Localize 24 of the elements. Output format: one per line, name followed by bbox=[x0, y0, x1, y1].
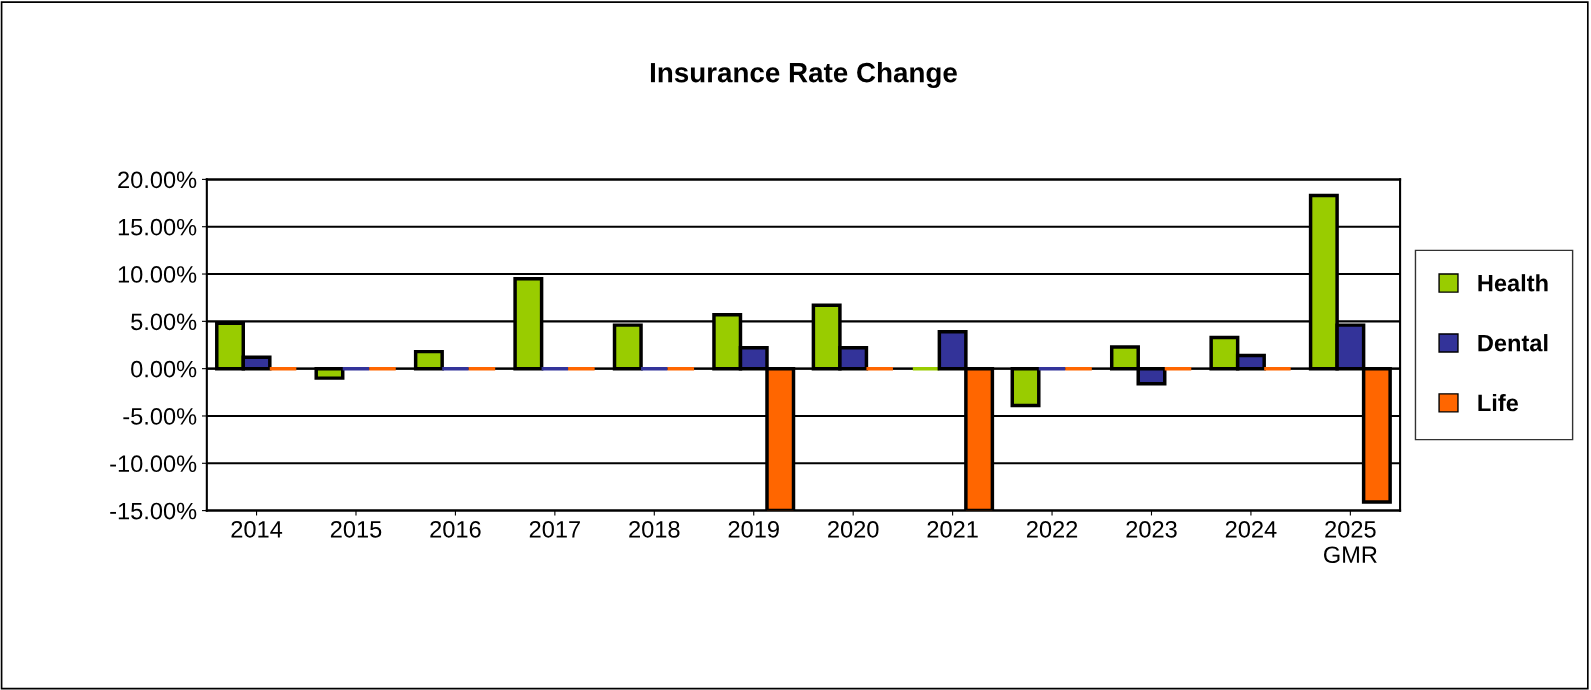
y-tick-label: -10.00% bbox=[110, 455, 197, 473]
x-tick-label: 2018 bbox=[629, 520, 680, 538]
x-tick-label: 2019 bbox=[728, 520, 779, 538]
legend-label: Health bbox=[1478, 274, 1548, 292]
x-tick-label: 2022 bbox=[1026, 520, 1078, 538]
x-tick-label: 2024 bbox=[1225, 520, 1277, 538]
y-tick-label: 15.00% bbox=[118, 218, 197, 236]
x-tick-label: 2020 bbox=[828, 520, 879, 538]
x-tick-label: 2014 bbox=[231, 520, 283, 538]
y-tick-label: -5.00% bbox=[123, 408, 197, 425]
legend-label: Life bbox=[1478, 393, 1519, 412]
x-tick-label: 2016 bbox=[430, 520, 481, 538]
x-tick-label: 2015 bbox=[330, 520, 382, 538]
y-tick-label: 10.00% bbox=[118, 266, 197, 283]
chart-title: Insurance Rate Change bbox=[650, 62, 957, 89]
x-tick-label: 2021 bbox=[927, 520, 978, 538]
x-tick-label: 2025 GMR bbox=[1324, 520, 1377, 564]
y-tick-label: 20.00% bbox=[118, 171, 197, 189]
x-tick-label: 2023 bbox=[1126, 520, 1177, 538]
legend-label: Dental bbox=[1478, 334, 1548, 352]
y-tick-label: -15.00% bbox=[110, 502, 197, 520]
x-tick-label: 2017 bbox=[529, 520, 580, 538]
y-tick-label: 0.00% bbox=[131, 360, 197, 378]
y-tick-label: 5.00% bbox=[131, 313, 197, 331]
